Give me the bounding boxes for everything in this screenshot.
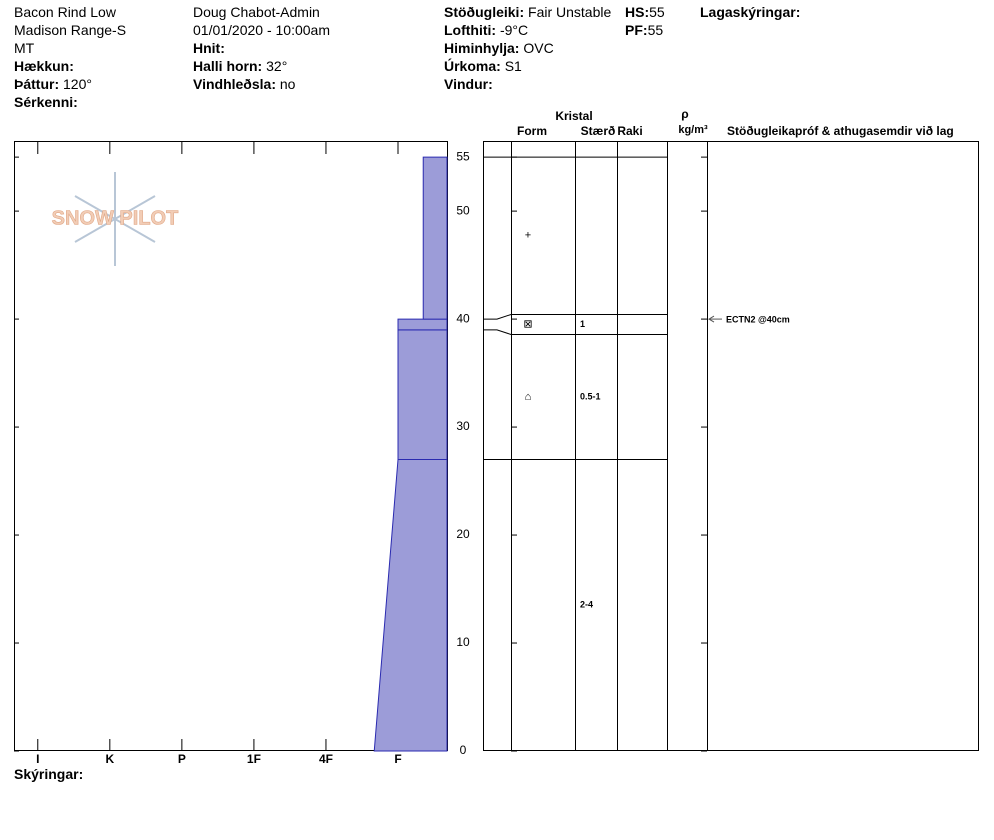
coords: Hnit:: [193, 40, 225, 56]
location: Bacon Rind Low: [14, 4, 116, 20]
elevation: Hækkun:: [14, 58, 74, 74]
aspect: Þáttur: 120°: [14, 76, 92, 92]
precip: Úrkoma: S1: [444, 58, 522, 74]
y-tick-label: 20: [456, 527, 470, 541]
header-crystal: Kristal: [555, 109, 592, 123]
x-tick-label: I: [36, 752, 39, 766]
layer-notes: Lagaskýringar:: [700, 4, 800, 20]
label: Lofthiti:: [444, 22, 497, 38]
value: S1: [504, 58, 522, 74]
value: OVC: [523, 40, 554, 56]
label: Stöðugleiki:: [444, 4, 525, 20]
range: Madison Range-S: [14, 22, 127, 38]
label: Úrkoma:: [444, 58, 501, 74]
arrow-head: [708, 315, 715, 323]
slope: Halli horn: 32°: [193, 58, 287, 74]
header-form: Form: [517, 124, 547, 138]
y-tick-label: 40: [456, 311, 470, 325]
label: Sérkenni:: [14, 94, 78, 110]
label: Lagaskýringar:: [700, 4, 801, 20]
label: Vindur:: [444, 76, 493, 92]
stability: Stöðugleiki: Fair Unstable: [444, 4, 611, 20]
crystal-form: ⊠: [523, 318, 532, 330]
state: MT: [14, 40, 35, 56]
test-label: ECTN2 @40cm: [726, 314, 790, 324]
table-frame: [483, 141, 979, 751]
layer-boundary: [483, 329, 667, 335]
pf: PF:55: [625, 22, 663, 38]
crystal-size: 2-4: [580, 600, 593, 610]
x-tick-label: P: [178, 752, 186, 766]
header-density-unit: kg/m³: [678, 124, 708, 136]
label: Himinhylja:: [444, 40, 520, 56]
header-comments: Stöðugleikapróf & athugasemdir við lag: [727, 124, 954, 138]
logo-text: SNOW PILOT: [52, 207, 179, 229]
datetime: 01/01/2020 - 10:00am: [193, 22, 330, 38]
crystal-form: +: [525, 230, 531, 242]
value: Fair Unstable: [528, 4, 612, 20]
label: Skýringar:: [14, 766, 84, 782]
y-tick-label: 0: [460, 743, 467, 757]
crystal-size: 1: [580, 319, 585, 329]
header-density: ρ: [681, 107, 688, 121]
hardness-bar: [397, 329, 448, 460]
label: Þáttur:: [14, 76, 60, 92]
label: PF:: [625, 22, 648, 38]
y-tick-label: 55: [456, 149, 470, 163]
observer: Doug Chabot-Admin: [193, 4, 320, 20]
value: 32°: [266, 58, 288, 74]
wind: Vindur:: [444, 76, 493, 92]
wind-loading: Vindhleðsla: no: [193, 76, 295, 92]
hs: HS:55: [625, 4, 665, 20]
footer: Skýringar:: [14, 766, 83, 782]
header-size: Stærð: [581, 124, 616, 138]
label: HS:: [625, 4, 650, 20]
crystal-form: ⌂: [525, 391, 532, 403]
hardness-bar: [373, 458, 448, 752]
x-tick-label: K: [105, 752, 114, 766]
label: Hnit:: [193, 40, 225, 56]
hardness-bar: [397, 318, 448, 331]
y-tick-label: 50: [456, 203, 470, 217]
value: 120°: [63, 76, 92, 92]
features: Sérkenni:: [14, 94, 78, 110]
logo: [74, 172, 156, 266]
x-tick-label: F: [394, 752, 401, 766]
layer-boundary: [483, 313, 667, 320]
value: no: [279, 76, 296, 92]
y-tick-label: 30: [456, 419, 470, 433]
value: -9°C: [499, 22, 529, 38]
value: 55: [647, 22, 664, 38]
label: Hækkun:: [14, 58, 74, 74]
label: Vindhleðsla:: [193, 76, 276, 92]
crystal-size: 0.5-1: [580, 391, 601, 401]
value: 55: [649, 4, 665, 20]
header-moisture: Raki: [617, 124, 642, 138]
hardness-bar: [422, 156, 448, 320]
y-tick-label: 10: [456, 635, 470, 649]
x-tick-label: 4F: [319, 752, 333, 766]
x-tick-label: 1F: [247, 752, 261, 766]
label: Halli horn:: [193, 58, 263, 74]
sky: Himinhylja: OVC: [444, 40, 554, 56]
air-temp: Lofthiti: -9°C: [444, 22, 528, 38]
